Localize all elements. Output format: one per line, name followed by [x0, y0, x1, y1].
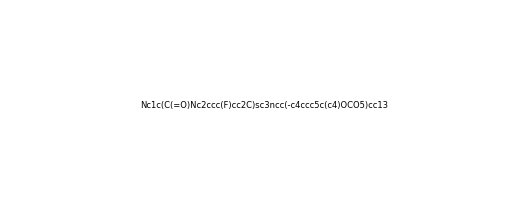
Text: Nc1c(C(=O)Nc2ccc(F)cc2C)sc3ncc(-c4ccc5c(c4)OCO5)cc13: Nc1c(C(=O)Nc2ccc(F)cc2C)sc3ncc(-c4ccc5c(… [140, 102, 388, 110]
